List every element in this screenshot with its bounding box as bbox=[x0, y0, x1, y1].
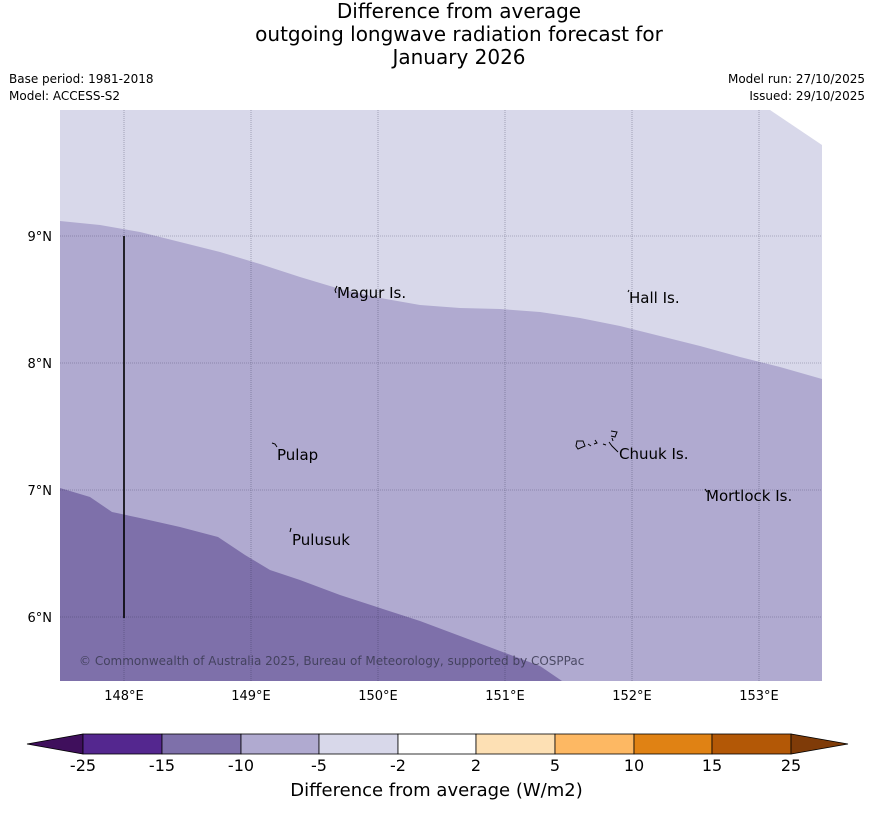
island-magur bbox=[334, 285, 338, 294]
title-line-3: January 2026 bbox=[392, 45, 526, 69]
colorbar-tick-label: -25 bbox=[69, 756, 97, 775]
island-hall bbox=[627, 289, 630, 293]
no-data-corner bbox=[770, 110, 822, 145]
meta-left: Base period: 1981-2018 Model: ACCESS-S2 bbox=[9, 71, 154, 105]
place-mortlock: Mortlock Is. bbox=[706, 487, 792, 505]
place-hall: Hall Is. bbox=[629, 289, 680, 307]
colorbar-extend-low bbox=[26, 733, 84, 755]
colorbar-seg-1 bbox=[82, 733, 163, 755]
colorbar-tick-label: -2 bbox=[390, 756, 406, 775]
place-pulap: Pulap bbox=[277, 446, 318, 464]
model-name: Model: ACCESS-S2 bbox=[9, 89, 121, 103]
colorbar-tick-label: 2 bbox=[470, 756, 482, 775]
colorbar-tick-label: 5 bbox=[549, 756, 561, 775]
colorbar-seg-2 bbox=[161, 733, 242, 755]
lon-tick-149: 149°E bbox=[231, 689, 271, 704]
lat-axis: 9°N 8°N 7°N 6°N bbox=[28, 230, 53, 626]
lon-tick-148: 148°E bbox=[104, 689, 144, 704]
base-period: Base period: 1981-2018 bbox=[9, 72, 154, 86]
colorbar-tick-label: -10 bbox=[227, 756, 255, 775]
colorbar-tick-label: 15 bbox=[701, 756, 723, 775]
lon-tick-153: 153°E bbox=[739, 689, 779, 704]
colorbar bbox=[26, 733, 849, 755]
island-chuuk bbox=[575, 430, 619, 453]
lon-axis: 148°E 149°E 150°E 151°E 152°E 153°E bbox=[104, 689, 779, 704]
chart-title: Difference from average outgoing longwav… bbox=[0, 0, 873, 69]
gridlines bbox=[60, 110, 822, 681]
lat-tick-8: 8°N bbox=[28, 357, 53, 372]
colorbar-seg-8 bbox=[633, 733, 713, 755]
title-line-2: outgoing longwave radiation forecast for bbox=[255, 22, 663, 46]
band-minus15-minus10 bbox=[60, 488, 562, 681]
lat-tick-6: 6°N bbox=[28, 611, 53, 626]
colorbar-seg-7 bbox=[554, 733, 635, 755]
islands bbox=[271, 285, 708, 533]
place-pulusuk: Pulusuk bbox=[292, 531, 350, 549]
colorbar-tick-label: 25 bbox=[780, 756, 802, 775]
title-line-1: Difference from average bbox=[336, 0, 582, 23]
lon-tick-150: 150°E bbox=[358, 689, 398, 704]
copyright-text: © Commonwealth of Australia 2025, Bureau… bbox=[79, 654, 584, 668]
colorbar-tick-label: -5 bbox=[311, 756, 327, 775]
place-labels: Magur Is. Hall Is. Pulap Chuuk Is. Mortl… bbox=[277, 284, 792, 549]
lon-tick-151: 151°E bbox=[485, 689, 525, 704]
colorbar-tick-label: -15 bbox=[148, 756, 176, 775]
island-pulap bbox=[271, 442, 278, 448]
lat-tick-7: 7°N bbox=[28, 484, 53, 499]
colorbar-seg-9 bbox=[711, 733, 792, 755]
model-run: Model run: 27/10/2025 bbox=[727, 72, 865, 86]
colorbar-tick-label: 10 bbox=[623, 756, 645, 775]
place-chuuk: Chuuk Is. bbox=[619, 445, 688, 463]
map-panel: Magur Is. Hall Is. Pulap Chuuk Is. Mortl… bbox=[60, 110, 822, 681]
colorbar-seg-3 bbox=[240, 733, 320, 755]
issued-date: Issued: 29/10/2025 bbox=[749, 89, 865, 103]
colorbar-seg-5 bbox=[397, 733, 477, 755]
meta-right: Model run: 27/10/2025 Issued: 29/10/2025 bbox=[728, 71, 865, 105]
colorbar-title: Difference from average (W/m2) bbox=[290, 780, 583, 801]
island-mortlock bbox=[704, 488, 708, 493]
lon-tick-152: 152°E bbox=[612, 689, 652, 704]
colorbar-seg-4 bbox=[318, 733, 399, 755]
colorbar-extend-high bbox=[790, 733, 849, 755]
island-pulusuk bbox=[289, 527, 292, 533]
lat-tick-9: 9°N bbox=[28, 230, 53, 245]
colorbar-seg-6 bbox=[475, 733, 556, 755]
place-magur: Magur Is. bbox=[337, 284, 406, 302]
